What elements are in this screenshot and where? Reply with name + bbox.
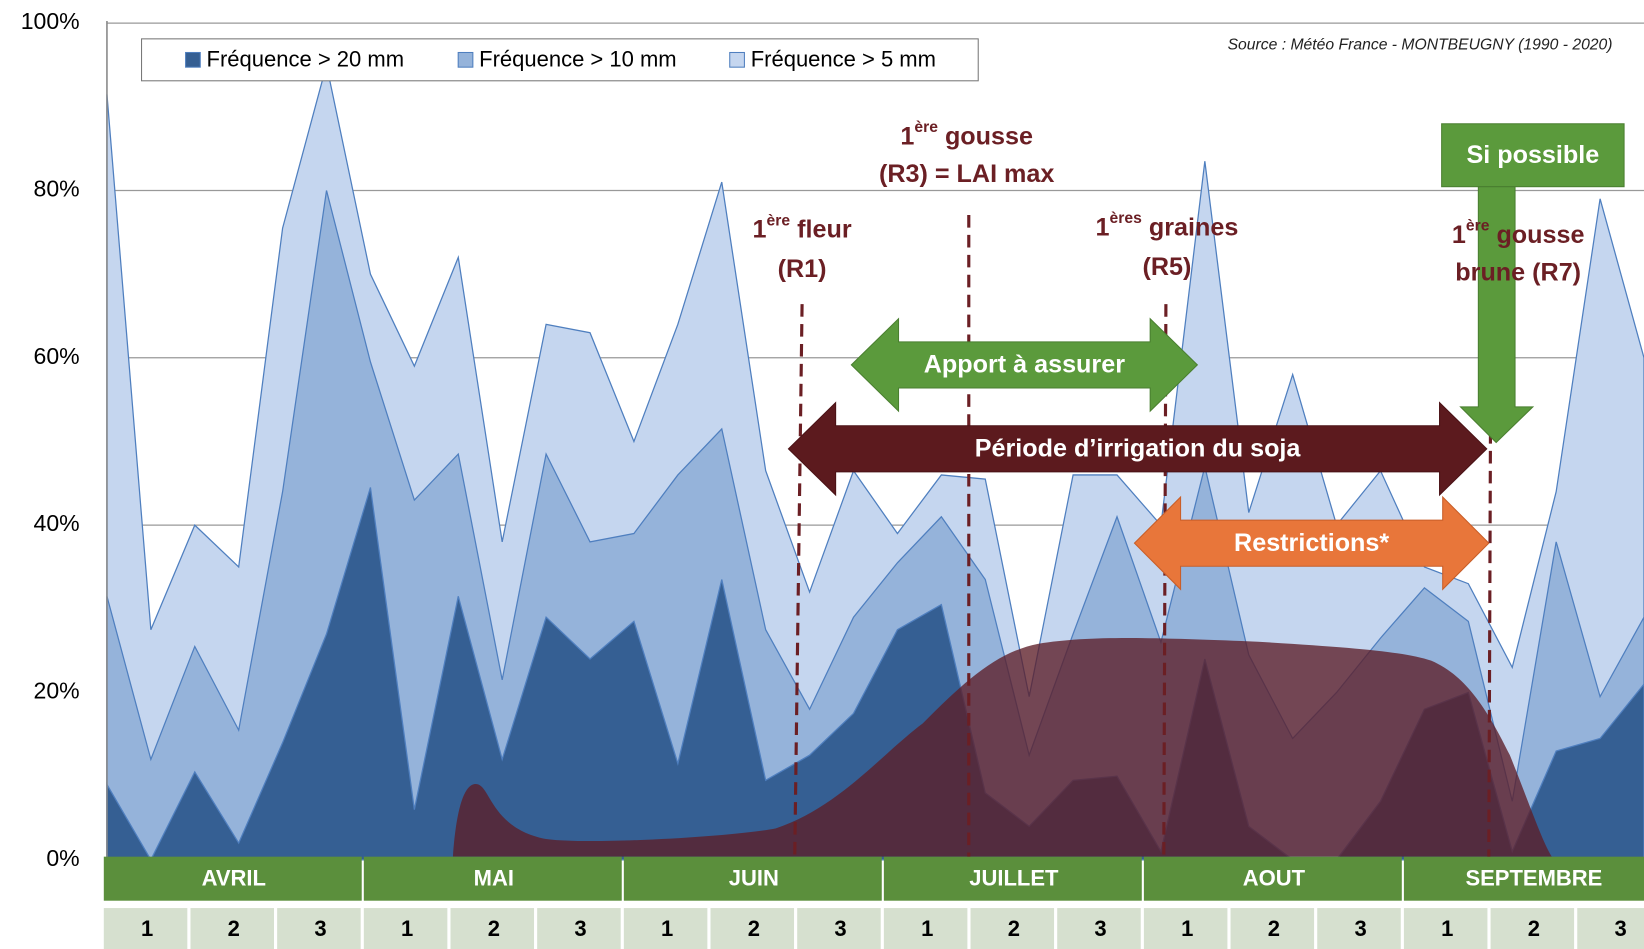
decade-cell — [970, 908, 1055, 949]
decade-label: 3 — [834, 916, 846, 941]
arrow-label: Apport à assurer — [924, 351, 1126, 379]
month-cell — [623, 856, 882, 901]
decade-label: 3 — [1354, 916, 1366, 941]
month-label: JUILLET — [969, 866, 1059, 891]
month-cell — [363, 856, 622, 901]
y-tick-label: 80% — [34, 176, 80, 202]
decade-cell — [1490, 908, 1575, 949]
month-cell — [1143, 856, 1402, 901]
stage-labels: 1ère fleur(R1)1ère gousse(R3) = LAI max1… — [753, 119, 1585, 286]
stage-label-part: ère — [914, 119, 938, 136]
decade-cell — [1317, 908, 1401, 949]
decade-label: 2 — [748, 916, 760, 941]
decade-cell — [797, 908, 881, 949]
stage-label-part: fleur — [790, 215, 852, 243]
legend-label: Fréquence > 5 mm — [751, 47, 936, 72]
stage-label: brune (R7) — [1455, 258, 1581, 286]
decade-label: 2 — [488, 916, 500, 941]
arrow-label: Restrictions* — [1234, 529, 1389, 557]
decade-cell — [363, 908, 448, 949]
decade-cell — [1230, 908, 1315, 949]
stage-label-part: ère — [1466, 218, 1490, 235]
stage-label-part: ère — [767, 212, 791, 229]
month-label: AVRIL — [202, 866, 266, 891]
box-si-possible — [1441, 123, 1625, 188]
x-axis: AVRIL 1 2 3 MAI 1 2 3 JUIN 1 2 3 JUILLET 1 2 3 AOUT 1 2 3 SE… — [103, 856, 1644, 949]
decade-cell — [710, 908, 795, 949]
decade-cell — [277, 908, 361, 949]
arrows: Apport à assurer Période d’irrigation du… — [787, 123, 1625, 591]
stage-label-part: graines — [1142, 213, 1238, 241]
decade-label: 2 — [1008, 916, 1020, 941]
stage-label-part: gousse — [938, 122, 1033, 150]
source: Source : Météo France - MONTBEUGNY (1990… — [1228, 36, 1613, 53]
legend-swatch — [457, 51, 474, 68]
decade-cell — [883, 908, 968, 949]
legend-box — [141, 38, 979, 82]
decade-cell — [537, 908, 621, 949]
decade-label: 1 — [921, 916, 933, 941]
stage-label: (R3) = LAI max — [879, 160, 1054, 188]
month-cell — [883, 856, 1142, 901]
stage-label: 1ères graines — [1096, 210, 1239, 241]
decade-cell — [450, 908, 535, 949]
stage-line — [793, 304, 804, 857]
y-tick-label: 60% — [34, 343, 80, 369]
decade-label: 1 — [401, 916, 413, 941]
stage-label: 1ère gousse — [1452, 218, 1585, 249]
decade-label: 1 — [1441, 916, 1453, 941]
y-tick-label: 100% — [21, 8, 80, 34]
stage-label-part: 1 — [900, 122, 914, 150]
month-label: MAI — [474, 866, 514, 891]
legend-label: Fréquence > 20 mm — [207, 47, 404, 72]
stage-label-part: 1 — [753, 215, 767, 243]
arrow-label: Période d’irrigation du soja — [975, 435, 1302, 463]
stage-label: 1ère gousse — [900, 119, 1033, 150]
month-label: AOUT — [1243, 866, 1306, 891]
decade-cell — [103, 908, 188, 949]
month-cell — [103, 856, 362, 901]
y-tick-label: 20% — [34, 678, 80, 704]
arrow-apport — [850, 317, 1199, 413]
decade-label: 2 — [1528, 916, 1540, 941]
stage-label-part: gousse — [1489, 221, 1584, 249]
arrow-restrictions — [1133, 495, 1490, 591]
decade-cell — [1143, 908, 1228, 949]
month-label: JUIN — [729, 866, 779, 891]
stage-label: (R5) — [1142, 253, 1191, 281]
y-tick-label: 40% — [34, 510, 80, 536]
month-label: SEPTEMBRE — [1465, 866, 1602, 891]
legend: Fréquence > 20 mm Fréquence > 10 mm Fréque… — [185, 47, 936, 72]
decade-cell — [1403, 908, 1488, 949]
decade-label: 2 — [228, 916, 240, 941]
legend-swatch — [185, 51, 201, 68]
arrow-irrigation — [787, 401, 1488, 497]
decade-label: 3 — [1614, 916, 1626, 941]
stage-label: 1ère fleur — [753, 212, 852, 243]
decade-cell — [190, 908, 274, 949]
legend-swatch — [729, 51, 745, 68]
decade-label: 2 — [1268, 916, 1280, 941]
decade-cell — [1577, 908, 1644, 949]
y-tick-label: 0% — [46, 845, 79, 871]
water-need-curve — [452, 638, 1552, 857]
decade-label: 3 — [314, 916, 326, 941]
stage-label-part: ères — [1110, 210, 1143, 227]
decade-label: 1 — [1181, 916, 1193, 941]
stage-label-part: 1 — [1096, 213, 1110, 241]
arrow-label: Si possible — [1466, 141, 1599, 169]
decade-label: 1 — [661, 916, 673, 941]
decade-label: 3 — [1094, 916, 1106, 941]
legend-label: Fréquence > 10 mm — [479, 47, 676, 72]
decade-label: 1 — [141, 916, 153, 941]
arrow-down — [1459, 186, 1535, 444]
decade-cell — [1057, 908, 1141, 949]
stage-label: (R1) — [778, 255, 827, 283]
decade-label: 3 — [574, 916, 586, 941]
decade-cell — [623, 908, 708, 949]
month-cell — [1403, 856, 1644, 901]
stage-label-part: 1 — [1452, 221, 1466, 249]
